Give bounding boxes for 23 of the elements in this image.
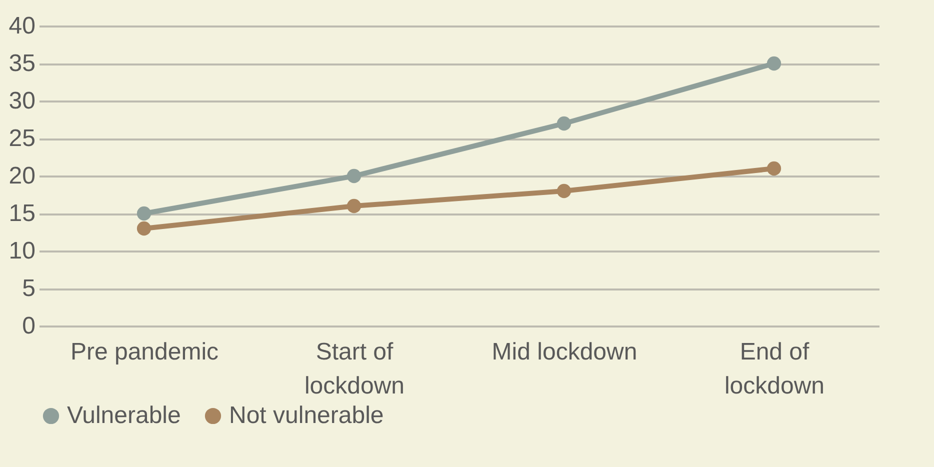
- y-tick-label: 20: [8, 162, 36, 190]
- point: [136, 221, 152, 236]
- y-tick-label: 40: [8, 12, 36, 40]
- legend-label: Not vulnerable: [229, 402, 384, 429]
- point: [346, 198, 362, 214]
- x-tick-label: Pre pandemic: [70, 338, 219, 366]
- point: [136, 206, 152, 221]
- point: [766, 56, 782, 71]
- y-tick-label: 15: [8, 200, 36, 227]
- point: [556, 184, 572, 198]
- y-tick-label: 5: [22, 275, 36, 302]
- y-tick-label: 0: [22, 312, 36, 340]
- y-tick-label: 10: [8, 238, 36, 264]
- y-tick-label: 25: [8, 125, 36, 152]
- y-tick-label: 35: [8, 50, 36, 77]
- point: [346, 168, 362, 184]
- point: [556, 116, 572, 131]
- x-tick-label: Mid lockdown: [492, 338, 638, 366]
- point: [766, 161, 782, 176]
- x-tick-label: End of lockdown: [724, 338, 825, 400]
- legend-label: Vulnerable: [67, 402, 181, 429]
- y-tick-label: 30: [8, 88, 36, 114]
- x-tick-label: Start of lockdown: [304, 338, 405, 400]
